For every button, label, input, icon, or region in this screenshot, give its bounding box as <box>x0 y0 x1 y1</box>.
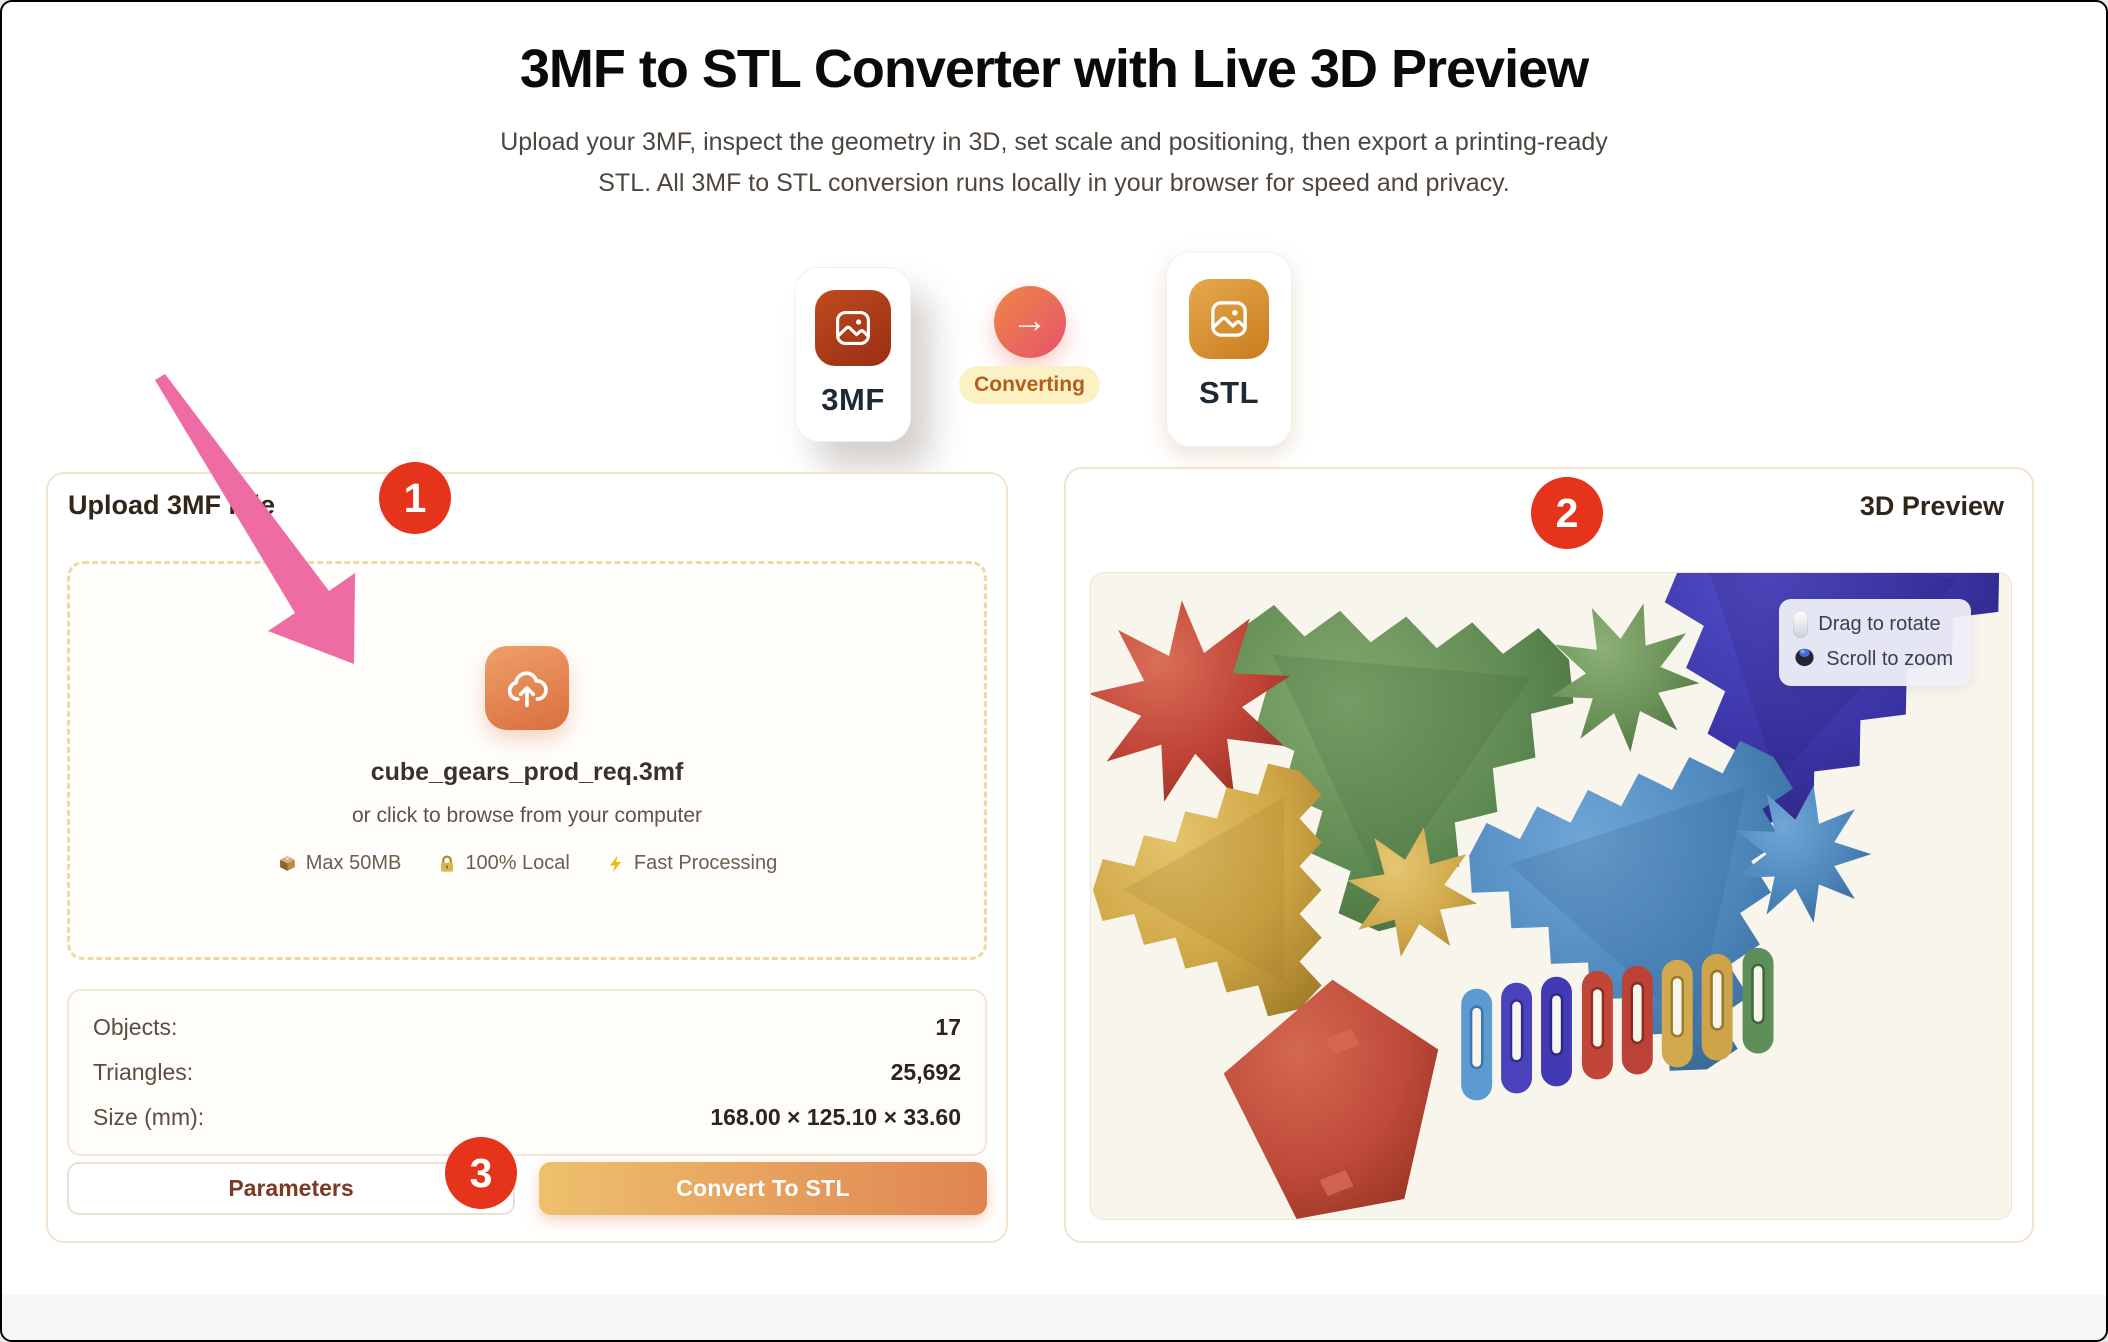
bottom-strip <box>2 1295 2106 1340</box>
browse-hint: or click to browse from your computer <box>351 804 703 827</box>
step-1-badge: 1 <box>379 462 451 534</box>
convert-to-stl-button[interactable]: Convert To STL <box>539 1162 987 1215</box>
scroll-hint-row: Scroll to zoom <box>1793 645 1953 674</box>
cloud-upload-icon <box>485 646 569 730</box>
mouse-scroll-icon <box>1793 645 1816 674</box>
stat-row-objects: Objects: 17 <box>93 1014 961 1041</box>
preview-heading: 3D Preview <box>1859 491 2004 521</box>
step-3-badge: 3 <box>445 1137 517 1209</box>
upload-panel: Upload 3MF File cube_gears_prod_req.3mf … <box>46 472 1008 1243</box>
upload-dropzone[interactable]: cube_gears_prod_req.3mf or click to brow… <box>67 561 987 960</box>
fast-badge: Fast Processing <box>606 852 777 875</box>
package-icon <box>279 856 295 871</box>
stl-image-file-icon <box>1189 279 1269 359</box>
stat-row-triangles: Triangles: 25,692 <box>93 1059 961 1086</box>
3mf-image-file-icon <box>815 290 891 366</box>
format-card-3mf: 3MF <box>795 267 911 442</box>
lightning-icon <box>609 855 621 872</box>
max-size-text: Max 50MB <box>305 852 402 874</box>
page-header: 3MF to STL Converter with Live 3D Previe… <box>2 38 2106 204</box>
preview-panel: 3D Preview Drag to rotate Scro <box>1064 467 2034 1243</box>
converting-status-badge: Converting <box>959 366 1100 404</box>
model-stats: Objects: 17 Triangles: 25,692 Size (mm):… <box>67 989 987 1156</box>
stat-label: Size (mm): <box>93 1104 205 1130</box>
scroll-hint-text: Scroll to zoom <box>1826 648 1953 670</box>
mouse-drag-icon <box>1793 611 1809 638</box>
fast-text: Fast Processing <box>633 852 778 874</box>
action-buttons: Parameters Convert To STL <box>67 1162 987 1215</box>
upload-heading: Upload 3MF File <box>68 490 276 520</box>
max-size-badge: Max 50MB <box>277 852 402 875</box>
upload-feature-badges: Max 50MB 100% Local Fast Processing <box>277 852 777 875</box>
lock-icon <box>441 855 454 872</box>
stat-value: 25,692 <box>890 1059 961 1085</box>
local-badge: 100% Local <box>437 852 570 875</box>
step-2-badge: 2 <box>1531 477 1603 549</box>
convert-arrow-icon: → <box>993 286 1066 358</box>
format-label-3mf: 3MF <box>821 382 885 417</box>
stat-label: Objects: <box>93 1014 178 1040</box>
viewport-controls-tooltip: Drag to rotate Scroll to zoom <box>1779 599 1971 686</box>
conversion-status: → Converting <box>959 286 1100 404</box>
stat-value: 17 <box>935 1014 961 1040</box>
local-text: 100% Local <box>465 852 570 874</box>
parameters-button[interactable]: Parameters <box>67 1162 515 1215</box>
page-subtitle-line2: STL. All 3MF to STL conversion runs loca… <box>598 169 1510 197</box>
drag-hint-row: Drag to rotate <box>1793 611 1953 638</box>
format-card-stl: STL <box>1166 252 1292 447</box>
arrow-glyph: → <box>1011 299 1048 340</box>
page-title: 3MF to STL Converter with Live 3D Previe… <box>519 39 1589 99</box>
stat-row-size: Size (mm): 168.00 × 125.10 × 33.60 <box>93 1104 961 1131</box>
stat-value: 168.00 × 125.10 × 33.60 <box>710 1104 961 1130</box>
uploaded-filename: cube_gears_prod_req.3mf <box>370 758 684 786</box>
stat-label: Triangles: <box>93 1059 194 1085</box>
preview-canvas[interactable]: Drag to rotate Scroll to zoom <box>1090 572 2012 1220</box>
page-subtitle-line1: Upload your 3MF, inspect the geometry in… <box>500 128 1608 156</box>
drag-hint-text: Drag to rotate <box>1818 613 1941 635</box>
format-label-stl: STL <box>1198 375 1260 410</box>
